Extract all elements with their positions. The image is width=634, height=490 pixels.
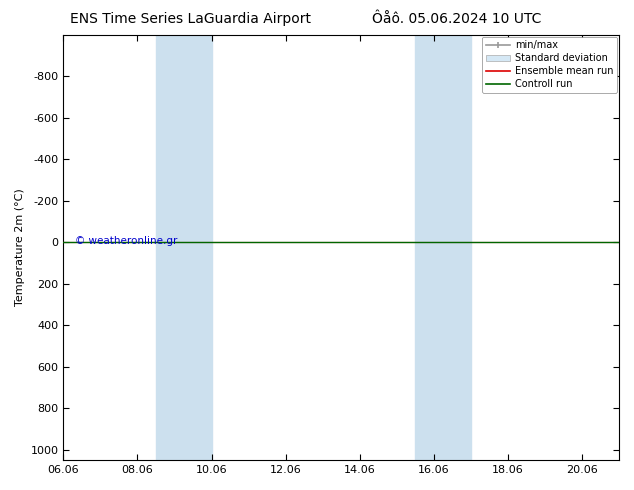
Y-axis label: Temperature 2m (°C): Temperature 2m (°C) (15, 189, 25, 306)
Bar (156, 35, 212, 460)
Text: ENS Time Series LaGuardia Airport: ENS Time Series LaGuardia Airport (70, 12, 311, 26)
Text: Ôåô. 05.06.2024 10 UTC: Ôåô. 05.06.2024 10 UTC (372, 12, 541, 26)
Text: © weatheronline.gr: © weatheronline.gr (75, 236, 177, 246)
Bar (415, 35, 471, 460)
Legend: min/max, Standard deviation, Ensemble mean run, Controll run: min/max, Standard deviation, Ensemble me… (482, 37, 617, 93)
